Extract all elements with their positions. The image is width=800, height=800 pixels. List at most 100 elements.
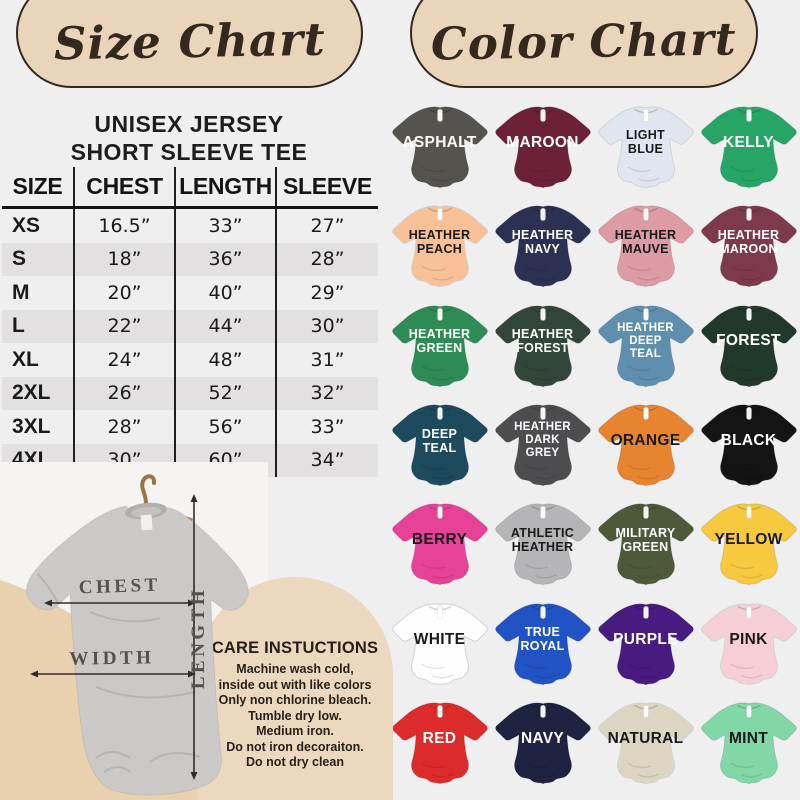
tshirt-icon <box>700 503 797 586</box>
size-row-m: M 20” 40” 29” <box>2 276 378 310</box>
color-name: RED <box>422 730 457 748</box>
size-cell-label: XS <box>12 213 41 237</box>
color-swatch-pink: PINK <box>697 595 800 694</box>
color-name: YELLOW <box>714 531 783 549</box>
color-name: ASPHALT <box>402 133 477 151</box>
tshirt-icon <box>391 304 488 387</box>
tshirt-icon <box>597 205 694 288</box>
color-swatch-deep-teal: DEEP TEAL <box>388 396 491 495</box>
color-name: HEATHER FOREST <box>511 327 574 356</box>
size-cell-value: 48” <box>174 343 276 377</box>
size-row-4xl: 4XL 30” 60” 34” <box>2 443 378 477</box>
care-instruction-line: Medium iron. <box>256 724 334 738</box>
tshirt-icon <box>494 106 591 189</box>
size-cell-value: 56” <box>174 410 276 444</box>
color-swatch-forest: FOREST <box>697 297 800 396</box>
color-swatch-asphalt: ASPHALT <box>388 98 491 197</box>
color-name: LIGHT BLUE <box>626 128 665 157</box>
tshirt-icon <box>494 603 591 686</box>
size-cell-value: 29” <box>275 276 378 310</box>
color-swatch-maroon: MAROON <box>491 98 594 197</box>
size-row-l: L 22” 44” 30” <box>2 309 378 343</box>
tshirt-icon <box>494 304 591 387</box>
size-cell-value: 16.5” <box>73 207 175 243</box>
color-name: KELLY <box>723 133 774 151</box>
color-swatch-orange: ORANGE <box>594 396 697 495</box>
width-arrow <box>30 670 196 678</box>
size-table-body: XS 16.5” 33” 27” S 18” 36” 28” M 20” 40” 29” L 22” 44”… <box>2 207 378 477</box>
color-name: BLACK <box>720 431 777 449</box>
chest-arrow <box>44 599 196 607</box>
size-cell-value: 20” <box>73 276 175 310</box>
size-cell-value: 27” <box>275 207 378 243</box>
size-table-header-size: SIZE <box>2 167 74 209</box>
care-instructions-lines: Machine wash cold, inside out with like c… <box>197 662 393 771</box>
care-instruction-line: Only non chlorine bleach. <box>218 693 372 707</box>
tshirt-icon <box>700 106 797 189</box>
size-cell-value: 31” <box>275 343 378 377</box>
tshirt-icon <box>391 205 488 288</box>
color-name: HEATHER DEEP TEAL <box>617 321 674 360</box>
size-cell-value: 22” <box>73 309 175 343</box>
width-label: WIDTH <box>69 647 154 669</box>
size-chart-pill: Size Chart <box>16 0 363 88</box>
color-chart-grid: ASPHALT MAROON LIGHT BLUE KELLY HEATHER PEAC… <box>388 98 800 794</box>
size-row-xl: XL 24” 48” 31” <box>2 343 378 377</box>
care-instructions-title: CARE INSTUCTIONS <box>211 639 379 657</box>
color-swatch-light-blue: LIGHT BLUE <box>594 98 697 197</box>
size-cell-value: 52” <box>174 376 276 410</box>
tshirt-icon <box>494 702 591 785</box>
tshirt-photo-shape <box>26 502 249 796</box>
size-cell-label: 2XL <box>12 381 51 405</box>
size-cell-value: 26” <box>73 376 175 410</box>
product-title-line1: UNISEX JERSEY <box>94 111 284 137</box>
tshirt-icon <box>597 404 694 487</box>
size-chart-title: Size Chart <box>53 12 326 70</box>
size-cell-value: 40” <box>174 276 276 310</box>
care-instruction-line: Tumble dry low. <box>248 708 342 723</box>
tshirt-icon <box>700 404 797 487</box>
color-swatch-red: RED <box>388 695 491 794</box>
color-swatch-kelly: KELLY <box>697 98 800 197</box>
size-cell-value: 32” <box>275 376 378 410</box>
color-name: MILITARY GREEN <box>615 525 676 554</box>
color-swatch-military-green: MILITARY GREEN <box>594 496 697 595</box>
color-name: FOREST <box>716 332 781 350</box>
size-cell-value: 24” <box>73 343 175 377</box>
color-name: PURPLE <box>613 630 678 648</box>
color-name: HEATHER MAUVE <box>614 227 677 256</box>
size-cell-value: 30” <box>275 309 378 343</box>
color-swatch-heather-maroon: HEATHER MAROON <box>697 197 800 296</box>
size-table-header-chest: CHEST <box>73 167 175 209</box>
tshirt-icon <box>597 304 694 387</box>
color-swatch-heather-navy: HEATHER NAVY <box>491 197 594 296</box>
color-name: ORANGE <box>610 431 681 449</box>
size-cell-value: 33” <box>174 207 276 243</box>
size-row-3xl: 3XL 28” 56” 33” <box>2 410 378 444</box>
tshirt-icon <box>494 404 591 487</box>
color-name: DEEP TEAL <box>421 426 458 455</box>
tshirt-icon <box>597 503 694 586</box>
color-swatch-purple: PURPLE <box>594 595 697 694</box>
tshirt-icon <box>700 304 797 387</box>
color-chart-pill: Color Chart <box>410 0 758 88</box>
color-swatch-navy: NAVY <box>491 695 594 794</box>
size-cell-value: 33” <box>275 410 378 444</box>
size-cell-label: M <box>12 280 30 304</box>
color-name: MINT <box>728 730 769 748</box>
color-swatch-heather-mauve: HEATHER MAUVE <box>594 197 697 296</box>
size-cell-value: 28” <box>275 242 378 276</box>
tshirt-icon <box>597 106 694 189</box>
color-name: NAVY <box>520 730 565 748</box>
tshirt-icon <box>700 702 797 785</box>
color-name: TRUE ROYAL <box>520 625 565 654</box>
product-title-line2: SHORT SLEEVE TEE <box>70 139 308 165</box>
chest-label: CHEST <box>79 575 162 599</box>
care-instruction-line: Do not dry clean <box>246 755 344 769</box>
care-instruction-line: Do not iron decoraiton. <box>226 739 364 754</box>
size-cell-value: 18” <box>73 242 175 276</box>
size-cell-value: 44” <box>174 309 276 343</box>
color-swatch-athletic-heather: ATHLETIC HEATHER <box>491 496 594 595</box>
length-arrow <box>190 494 198 780</box>
